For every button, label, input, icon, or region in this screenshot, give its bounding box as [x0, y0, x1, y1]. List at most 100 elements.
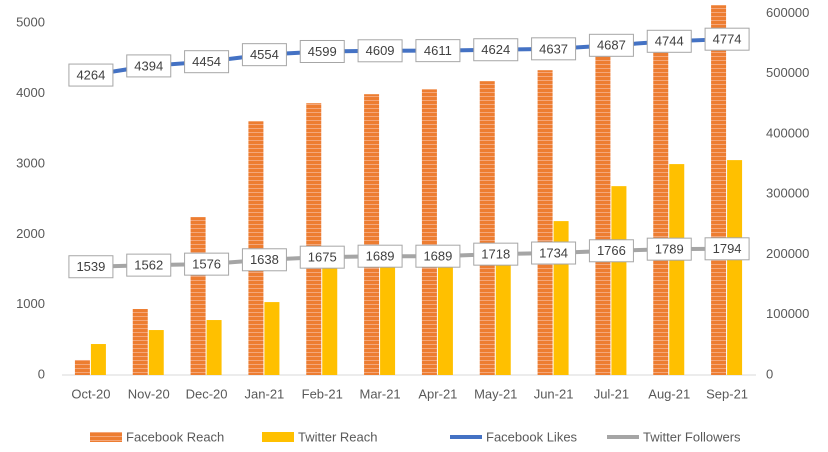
data-label: 4264: [76, 67, 105, 82]
data-label-box: [646, 237, 692, 261]
bar: [421, 89, 437, 376]
data-label: 1562: [134, 258, 163, 273]
x-tick-label: Dec-20: [186, 386, 228, 401]
legend-label: Twitter Reach: [298, 429, 377, 444]
y-tick-label: 1000: [16, 296, 45, 311]
bar: [364, 94, 380, 375]
y2-tick-label: 400000: [766, 125, 809, 140]
legend-label: Facebook Likes: [486, 429, 578, 444]
bar: [611, 186, 627, 375]
data-label: 1689: [366, 249, 395, 264]
data-label-box: [184, 252, 230, 276]
x-tick-label: Jan-21: [245, 386, 285, 401]
x-tick-label: Apr-21: [418, 386, 457, 401]
y-tick-label: 5000: [16, 15, 45, 30]
y2-tick-label: 200000: [766, 246, 809, 261]
bar: [90, 344, 106, 375]
data-label-box: [299, 39, 345, 63]
data-label: 4554: [250, 47, 279, 62]
data-label-box: [531, 241, 577, 265]
data-label-box: [299, 245, 345, 269]
data-label-box: [126, 54, 172, 78]
data-label: 1638: [250, 252, 279, 267]
bar: [148, 330, 164, 375]
x-tick-label: Feb-21: [302, 386, 343, 401]
data-label: 1718: [481, 247, 510, 262]
data-label-box: [704, 237, 750, 261]
bar: [248, 121, 264, 375]
data-label: 4599: [308, 44, 337, 59]
data-label: 4624: [481, 42, 510, 57]
y2-tick-label: 600000: [766, 5, 809, 20]
x-tick-label: May-21: [474, 386, 517, 401]
data-label: 1794: [713, 241, 742, 256]
bar: [206, 320, 222, 375]
bar: [479, 81, 495, 376]
data-label-box: [415, 244, 461, 268]
y2-tick-label: 0: [766, 366, 773, 381]
bar: [132, 309, 148, 375]
legend-label: Twitter Followers: [643, 429, 741, 444]
data-label: 4687: [597, 38, 626, 53]
y-tick-label: 4000: [16, 85, 45, 100]
bar: [74, 359, 90, 375]
data-label-box: [646, 29, 692, 53]
data-label: 1539: [76, 259, 105, 274]
bar: [437, 262, 453, 375]
data-label: 1689: [423, 249, 452, 264]
data-label-box: [68, 255, 114, 279]
bar: [380, 262, 396, 375]
y2-tick-label: 500000: [766, 65, 809, 80]
bar: [653, 32, 669, 375]
data-label-box: [184, 50, 230, 74]
data-label: 1766: [597, 243, 626, 258]
data-label-box: [241, 248, 287, 272]
bar: [669, 164, 685, 375]
data-label: 1734: [539, 245, 568, 260]
data-label-box: [588, 239, 634, 263]
bar: [322, 268, 338, 375]
data-label-box: [357, 39, 403, 63]
x-tick-label: Sep-21: [706, 386, 748, 401]
y2-tick-label: 300000: [766, 186, 809, 201]
data-label: 4774: [713, 32, 742, 47]
data-label-box: [531, 37, 577, 61]
x-tick-label: Nov-20: [128, 386, 170, 401]
data-label: 1675: [308, 250, 337, 265]
data-label: 4454: [192, 54, 221, 69]
legend-swatch: [262, 432, 294, 442]
data-label-box: [704, 27, 750, 51]
x-tick-label: Aug-21: [648, 386, 690, 401]
x-tick-label: Jun-21: [534, 386, 574, 401]
bar: [727, 160, 743, 375]
bar: [190, 217, 206, 375]
y-tick-label: 2000: [16, 226, 45, 241]
data-label-box: [415, 39, 461, 63]
legend-swatch: [90, 432, 122, 442]
bar: [306, 103, 322, 375]
y-tick-label: 3000: [16, 155, 45, 170]
data-label: 4609: [366, 43, 395, 58]
data-label-box: [473, 242, 519, 266]
data-label: 1789: [655, 242, 684, 257]
data-label-box: [357, 244, 403, 268]
data-label: 4394: [134, 58, 163, 73]
data-label: 1576: [192, 257, 221, 272]
y2-tick-label: 100000: [766, 306, 809, 321]
x-tick-label: Jul-21: [594, 386, 629, 401]
y-tick-label: 0: [38, 366, 45, 381]
data-label-box: [241, 43, 287, 67]
data-label: 4744: [655, 34, 684, 49]
legend-label: Facebook Reach: [126, 429, 224, 444]
bar: [537, 70, 553, 375]
bar: [264, 302, 280, 375]
data-label-box: [588, 33, 634, 57]
data-label-box: [126, 253, 172, 277]
data-label: 4611: [424, 43, 452, 58]
x-tick-label: Mar-21: [359, 386, 400, 401]
bar: [595, 50, 611, 376]
bar: [711, 5, 727, 376]
x-tick-label: Oct-20: [71, 386, 110, 401]
bar: [495, 243, 511, 375]
